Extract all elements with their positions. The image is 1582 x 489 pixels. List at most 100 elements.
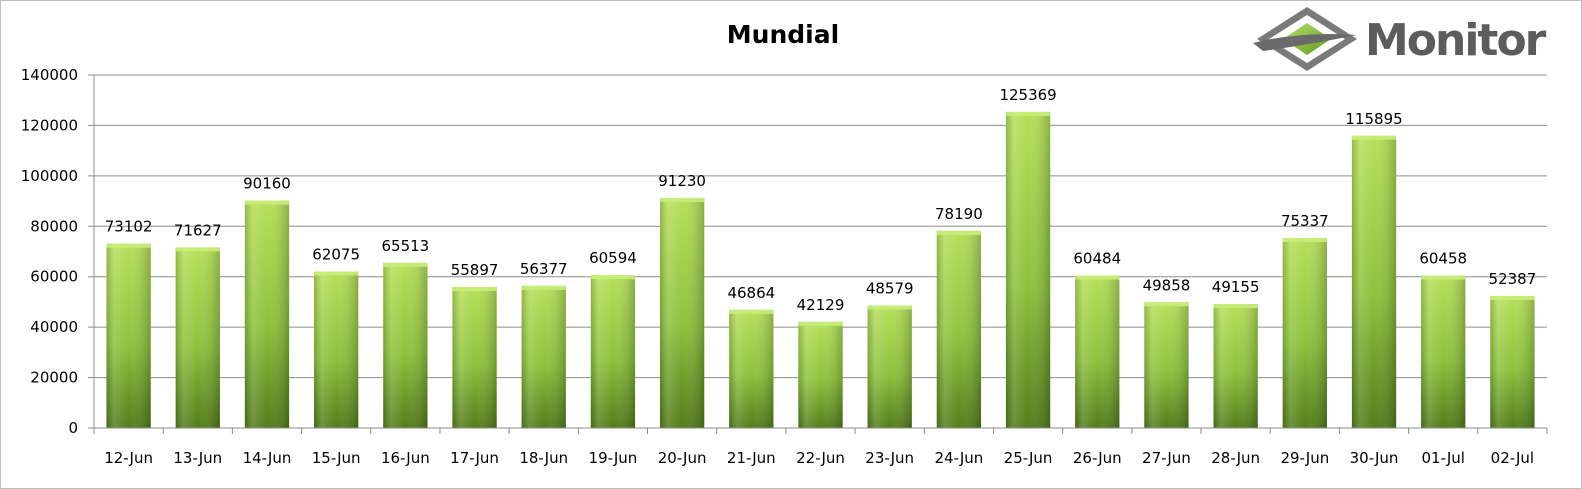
bar-shade bbox=[590, 275, 636, 428]
bar-shade bbox=[521, 285, 566, 428]
bar-shade bbox=[314, 271, 359, 428]
x-tick-label: 17-Jun bbox=[450, 449, 499, 467]
bars bbox=[106, 111, 1535, 428]
bar-top bbox=[1144, 302, 1189, 307]
data-label: 49155 bbox=[1212, 278, 1260, 296]
bar bbox=[1144, 302, 1189, 428]
bar bbox=[590, 275, 636, 428]
x-tick-label: 01-Jul bbox=[1421, 449, 1464, 467]
bar bbox=[798, 321, 843, 428]
bar-top bbox=[175, 247, 220, 252]
y-axis: 0 20000 40000 60000 80000 100000 120000 140000 bbox=[21, 66, 95, 437]
bar-shade bbox=[1144, 302, 1189, 428]
data-label: 49858 bbox=[1143, 276, 1191, 294]
x-tick-label: 28-Jun bbox=[1211, 449, 1260, 467]
data-label: 90160 bbox=[243, 175, 291, 193]
y-tick-label: 40000 bbox=[30, 318, 78, 336]
bar-shade bbox=[244, 200, 290, 428]
bar-shade bbox=[659, 197, 705, 428]
data-label: 91230 bbox=[658, 172, 706, 190]
data-label: 60484 bbox=[1073, 249, 1121, 267]
data-label: 115895 bbox=[1345, 110, 1402, 128]
bar-top bbox=[521, 285, 566, 290]
y-tick-label: 0 bbox=[68, 419, 78, 437]
bar-shade bbox=[1213, 304, 1258, 428]
bar bbox=[729, 309, 774, 428]
bar-top bbox=[659, 197, 705, 202]
data-label: 62075 bbox=[312, 245, 360, 263]
x-tick-label: 20-Jun bbox=[658, 449, 707, 467]
chart-title: Mundial bbox=[727, 20, 839, 49]
bar-shade bbox=[1490, 295, 1535, 428]
bar-top bbox=[383, 262, 428, 267]
data-label: 42129 bbox=[797, 296, 845, 314]
bar-shade bbox=[1421, 275, 1466, 428]
x-tick-label: 12-Jun bbox=[104, 449, 153, 467]
bar-top bbox=[1213, 304, 1258, 309]
x-tick-label: 22-Jun bbox=[796, 449, 845, 467]
bar-top bbox=[729, 309, 774, 314]
data-label: 78190 bbox=[935, 205, 983, 223]
x-tick-label: 30-Jun bbox=[1350, 449, 1399, 467]
data-labels: 73102 71627 90160 62075 65513 55897 56377 60594… bbox=[105, 86, 1537, 314]
bar-shade bbox=[936, 230, 982, 428]
bar-top bbox=[867, 305, 912, 310]
bar-top bbox=[1351, 135, 1397, 140]
y-tick-label: 60000 bbox=[30, 268, 78, 286]
bar-shade bbox=[452, 287, 497, 428]
data-label: 52387 bbox=[1489, 270, 1537, 288]
x-tick-label: 21-Jun bbox=[727, 449, 776, 467]
bar-shade bbox=[1005, 111, 1051, 428]
bar-top bbox=[1075, 275, 1120, 280]
bar-top bbox=[244, 200, 290, 205]
bar-shade bbox=[383, 262, 428, 428]
bar-shade bbox=[106, 243, 151, 428]
bar-shade bbox=[1282, 238, 1327, 428]
bar-top bbox=[1005, 111, 1051, 116]
data-label: 46864 bbox=[727, 284, 775, 302]
bar-shade bbox=[175, 247, 220, 428]
bar bbox=[867, 305, 912, 428]
y-tick-label: 100000 bbox=[21, 167, 78, 185]
bar-shade bbox=[867, 305, 912, 428]
data-label: 75337 bbox=[1281, 212, 1329, 230]
y-tick-label: 140000 bbox=[21, 66, 78, 84]
y-tick-label: 80000 bbox=[30, 217, 78, 235]
diamond-logo-icon bbox=[1253, 7, 1357, 71]
y-tick-label: 120000 bbox=[21, 116, 78, 134]
bar bbox=[175, 247, 220, 428]
bar-shade bbox=[729, 309, 774, 428]
data-label: 56377 bbox=[520, 260, 568, 278]
monitor-logo: Monitor bbox=[1253, 7, 1549, 71]
data-label: 55897 bbox=[451, 261, 499, 279]
data-label: 71627 bbox=[174, 221, 222, 239]
x-tick-label: 19-Jun bbox=[589, 449, 638, 467]
data-label: 48579 bbox=[866, 280, 914, 298]
bar bbox=[244, 200, 290, 428]
bar bbox=[1282, 238, 1327, 428]
bar-shade bbox=[1075, 275, 1120, 428]
x-tick-label: 23-Jun bbox=[865, 449, 914, 467]
bar-top bbox=[1490, 295, 1535, 300]
x-tick-label: 24-Jun bbox=[934, 449, 983, 467]
x-tick-label: 14-Jun bbox=[243, 449, 292, 467]
bar-top bbox=[1282, 238, 1327, 243]
x-tick-label: 25-Jun bbox=[1004, 449, 1053, 467]
bar bbox=[106, 243, 151, 428]
bar-top bbox=[106, 243, 151, 248]
bar-shade bbox=[1351, 135, 1397, 428]
data-label: 125369 bbox=[999, 86, 1056, 104]
x-tick-label: 27-Jun bbox=[1142, 449, 1191, 467]
x-tick-label: 29-Jun bbox=[1280, 449, 1329, 467]
x-tick-label: 18-Jun bbox=[519, 449, 568, 467]
bar-top bbox=[1421, 275, 1466, 280]
bar bbox=[1351, 135, 1397, 428]
bar bbox=[521, 285, 566, 428]
data-label: 73102 bbox=[105, 218, 153, 236]
bar bbox=[1421, 275, 1466, 428]
bar bbox=[936, 230, 982, 428]
bar bbox=[452, 287, 497, 428]
bar-top bbox=[936, 230, 982, 235]
